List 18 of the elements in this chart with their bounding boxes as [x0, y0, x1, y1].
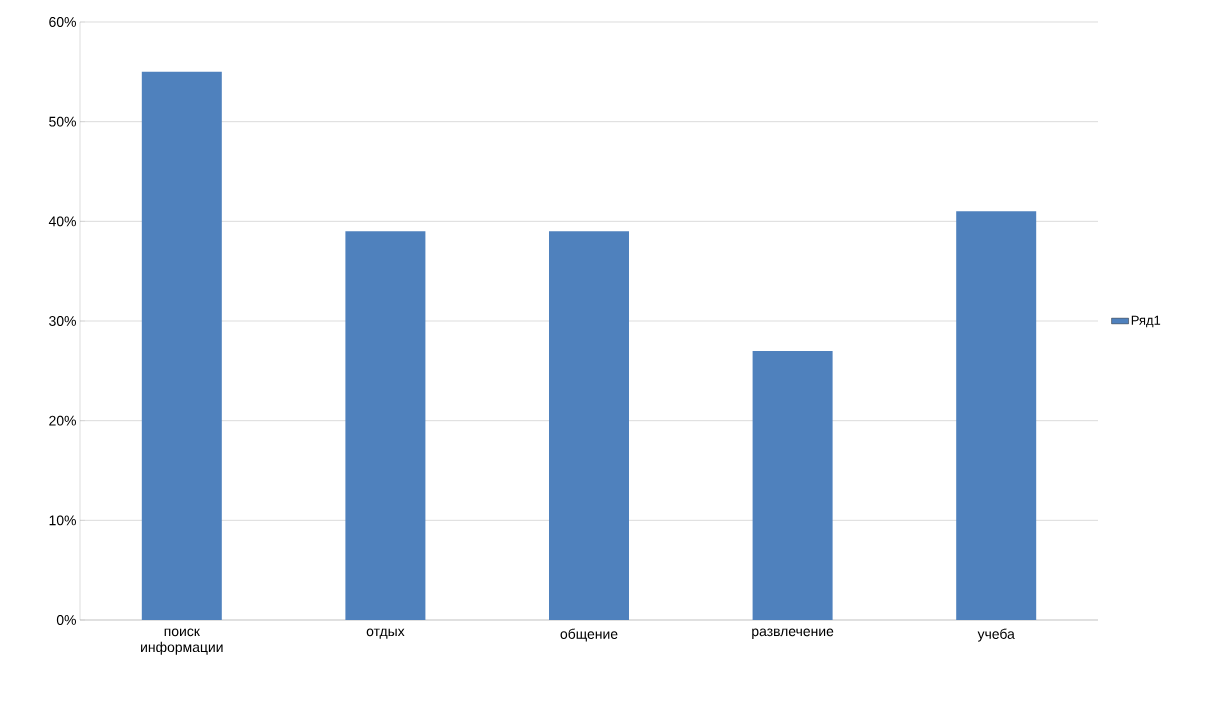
bar	[549, 231, 629, 620]
y-tick-label: 60%	[49, 17, 76, 27]
x-tick-label: отдых	[366, 628, 405, 639]
x-tick-label: общение	[560, 628, 618, 642]
y-tick-label: 20%	[49, 415, 76, 426]
bar	[141, 71, 222, 620]
y-tick-label: 30%	[49, 316, 76, 326]
y-tick-label: 10%	[49, 515, 76, 526]
bar	[752, 350, 833, 620]
x-tick-label: развлечение	[752, 628, 834, 639]
bar	[956, 211, 1037, 620]
legend-label: Ряд1	[1131, 315, 1161, 328]
y-tick-label: 40%	[48, 216, 76, 227]
x-tick-label: поиск информации	[141, 628, 223, 655]
y-tick-label: 0%	[56, 615, 76, 625]
x-tick-label: учеба	[977, 628, 1015, 642]
bar	[345, 231, 426, 620]
y-tick-label: 50%	[49, 116, 76, 127]
